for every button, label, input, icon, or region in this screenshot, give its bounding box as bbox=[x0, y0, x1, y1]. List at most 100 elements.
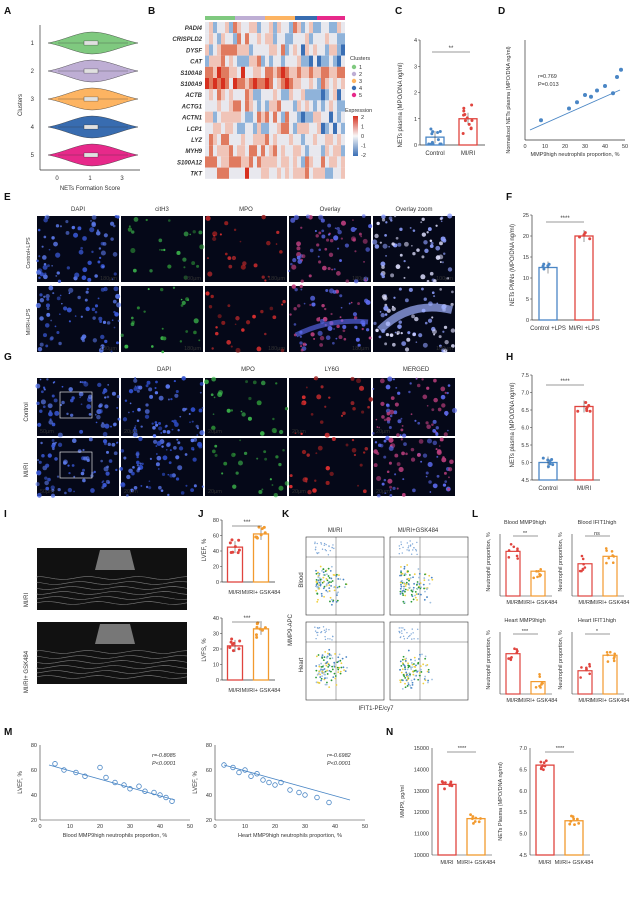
tile-cell bbox=[176, 250, 181, 256]
tile-cell bbox=[156, 440, 162, 446]
data-point bbox=[539, 573, 542, 577]
flow-event bbox=[400, 571, 402, 574]
heatmap-cell bbox=[233, 33, 237, 45]
tile-cell bbox=[115, 293, 121, 299]
panel-k-xlabel: IFIT1-PE/cy7 bbox=[358, 706, 394, 712]
flow-event bbox=[420, 668, 422, 671]
flow-event bbox=[320, 543, 323, 545]
tile-cell bbox=[88, 412, 92, 416]
scatter-point bbox=[619, 67, 623, 72]
heatmap-cell bbox=[225, 33, 229, 45]
heatmap-cell bbox=[245, 89, 249, 101]
echo-mmode-trace bbox=[36, 660, 188, 664]
tile-cell bbox=[134, 425, 137, 427]
tile-cell bbox=[400, 428, 404, 432]
panel-g-tile bbox=[289, 376, 374, 438]
axis-tick-label: 20 bbox=[523, 234, 529, 240]
tile-cell bbox=[67, 487, 73, 493]
panel-c-xtick: Control bbox=[425, 151, 444, 157]
tile-cell bbox=[325, 289, 329, 293]
flow-event bbox=[338, 666, 341, 669]
tile-cell bbox=[161, 445, 164, 448]
tile-cell bbox=[384, 313, 388, 316]
panel-letter-j: J bbox=[198, 509, 204, 520]
flow-event bbox=[330, 577, 333, 580]
tile-cell bbox=[395, 264, 401, 270]
tile-cell bbox=[179, 415, 182, 418]
panel-e-tile bbox=[120, 286, 203, 354]
tile-cell bbox=[43, 235, 47, 239]
data-point bbox=[479, 817, 482, 820]
tile-cell bbox=[296, 255, 301, 260]
data-point bbox=[605, 650, 609, 654]
flow-event bbox=[315, 572, 318, 575]
data-point bbox=[539, 568, 543, 571]
tile-cell bbox=[44, 476, 48, 480]
tile-cell bbox=[310, 295, 316, 301]
tile-cell bbox=[161, 350, 165, 354]
flow-event bbox=[406, 564, 409, 566]
tile-cell bbox=[190, 488, 195, 493]
heatmap-cell bbox=[245, 111, 249, 123]
panel-d-xtick: 0 bbox=[523, 144, 526, 150]
panel-d-xtick: 40 bbox=[602, 144, 608, 150]
tile-cell bbox=[42, 333, 48, 338]
tile-cell bbox=[421, 232, 427, 237]
flow-event bbox=[327, 638, 329, 640]
tile-cell bbox=[389, 409, 395, 415]
heatmap-cell bbox=[305, 22, 309, 34]
tile-cell bbox=[152, 434, 157, 438]
data-point bbox=[516, 649, 519, 653]
flow-event bbox=[343, 669, 345, 672]
heatmap-cell bbox=[237, 167, 241, 179]
tile-cell bbox=[140, 484, 143, 487]
tile-cell bbox=[401, 424, 404, 427]
axis-tick-label: 5 bbox=[526, 297, 529, 303]
tile-cell bbox=[420, 221, 423, 224]
flow-event bbox=[408, 586, 411, 589]
tile-cell bbox=[378, 335, 382, 339]
flow-event bbox=[424, 675, 427, 678]
panel-d-xtick: 30 bbox=[582, 144, 588, 150]
tile-cell bbox=[325, 480, 330, 485]
flow-event bbox=[326, 669, 328, 672]
data-point bbox=[474, 816, 478, 820]
heatmap-cell bbox=[237, 33, 241, 45]
tile-cell bbox=[392, 342, 396, 347]
flow-event bbox=[327, 575, 330, 577]
tile-cell bbox=[282, 299, 286, 304]
data-point bbox=[581, 568, 585, 571]
heatmap-cell bbox=[305, 156, 309, 168]
tile-cell bbox=[394, 453, 399, 458]
heatmap-cell bbox=[297, 22, 301, 34]
heatmap-cell bbox=[245, 33, 249, 45]
heatmap-cell bbox=[253, 89, 257, 101]
tile-cell bbox=[107, 384, 110, 386]
heatmap-cell bbox=[341, 55, 345, 67]
flow-event bbox=[407, 678, 409, 681]
data-point bbox=[583, 566, 587, 569]
heatmap-cell bbox=[289, 22, 293, 34]
tile-cell bbox=[68, 292, 71, 295]
tile-cell bbox=[68, 387, 73, 392]
flow-event bbox=[407, 649, 410, 652]
heatmap-cell bbox=[265, 111, 269, 123]
tile-cell bbox=[148, 480, 151, 482]
tile-cell bbox=[235, 347, 241, 353]
tile-cell bbox=[442, 483, 447, 487]
scale-bar-label: 50μm bbox=[40, 489, 54, 495]
echo-mmode-trace bbox=[36, 601, 188, 605]
flow-event bbox=[315, 580, 318, 583]
heatmap-cell bbox=[213, 122, 217, 134]
cluster-legend-label: 2 bbox=[359, 72, 362, 78]
tile-cell bbox=[81, 381, 84, 384]
heatmap-cell bbox=[273, 156, 277, 168]
flow-event bbox=[323, 544, 325, 547]
heatmap-cell bbox=[213, 156, 217, 168]
flow-event bbox=[330, 670, 332, 673]
heatmap-cell bbox=[213, 66, 217, 78]
tile-cell bbox=[398, 320, 402, 324]
tile-cell bbox=[50, 493, 56, 498]
panel-g-channel-header: DAPI bbox=[157, 367, 171, 373]
scatter-point bbox=[136, 783, 142, 789]
